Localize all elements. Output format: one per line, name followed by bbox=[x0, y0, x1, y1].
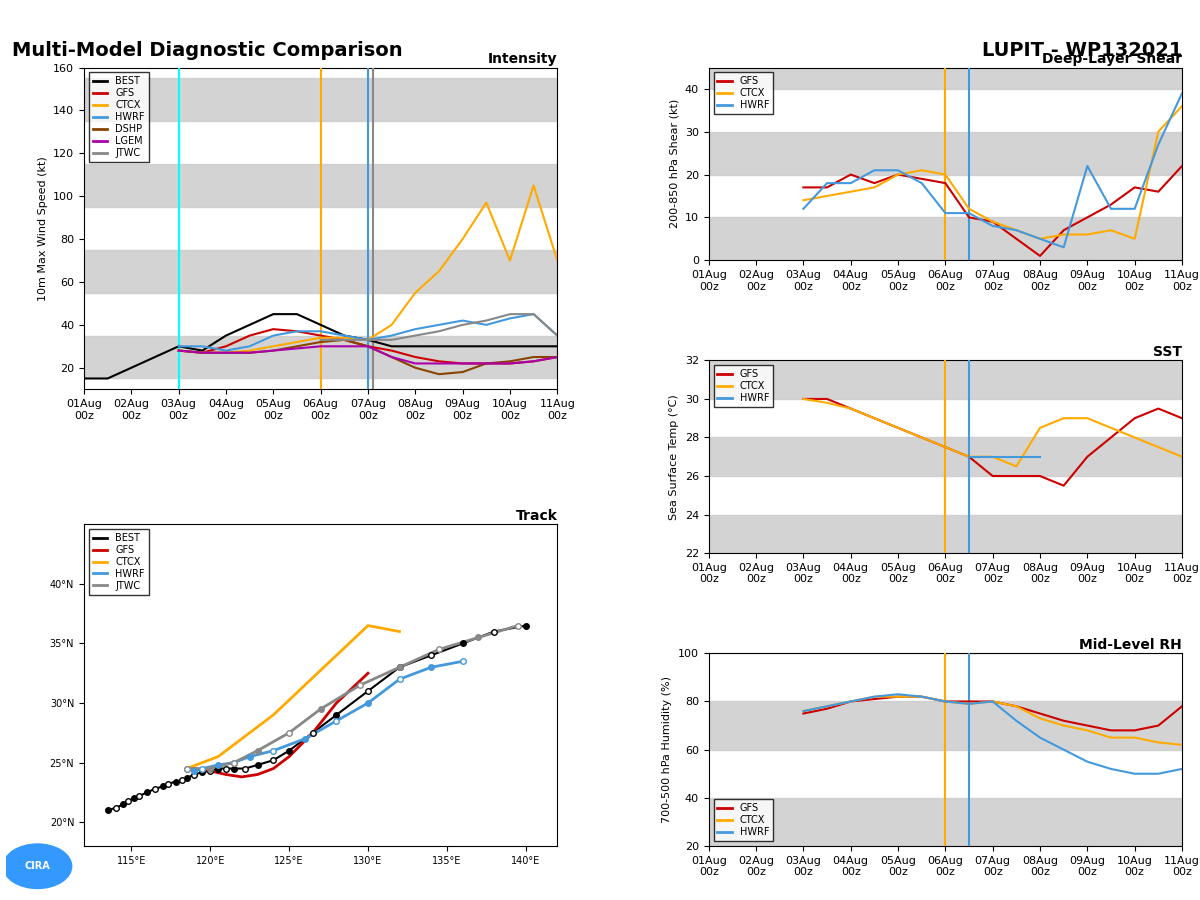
Text: Deep-Layer Shear: Deep-Layer Shear bbox=[1042, 52, 1182, 67]
Bar bbox=[709, 437, 1182, 476]
Text: Intensity: Intensity bbox=[487, 52, 557, 67]
Text: SST: SST bbox=[1153, 346, 1182, 359]
Text: LUPIT - WP132021: LUPIT - WP132021 bbox=[982, 40, 1182, 59]
Text: Track: Track bbox=[516, 509, 557, 523]
Bar bbox=[709, 131, 1182, 175]
Circle shape bbox=[4, 844, 72, 888]
Polygon shape bbox=[179, 596, 241, 619]
Polygon shape bbox=[336, 536, 541, 667]
Legend: BEST, GFS, CTCX, HWRF, DSHP, LGEM, JTWC: BEST, GFS, CTCX, HWRF, DSHP, LGEM, JTWC bbox=[89, 72, 149, 162]
Bar bbox=[84, 336, 557, 379]
Legend: BEST, GFS, CTCX, HWRF, JTWC: BEST, GFS, CTCX, HWRF, JTWC bbox=[89, 529, 149, 595]
Y-axis label: 10m Max Wind Speed (kt): 10m Max Wind Speed (kt) bbox=[37, 156, 48, 301]
Polygon shape bbox=[336, 644, 368, 667]
Bar bbox=[709, 797, 1182, 846]
Text: Mid-Level RH: Mid-Level RH bbox=[1079, 638, 1182, 652]
Text: CIRA: CIRA bbox=[25, 861, 50, 871]
Bar bbox=[84, 164, 557, 207]
Legend: GFS, CTCX, HWRF: GFS, CTCX, HWRF bbox=[714, 799, 773, 842]
Bar bbox=[84, 250, 557, 292]
Polygon shape bbox=[226, 680, 368, 798]
Polygon shape bbox=[336, 560, 557, 823]
Bar bbox=[709, 218, 1182, 260]
Polygon shape bbox=[84, 823, 557, 846]
Bar bbox=[709, 701, 1182, 750]
Legend: GFS, CTCX, HWRF: GFS, CTCX, HWRF bbox=[714, 365, 773, 407]
Bar bbox=[709, 515, 1182, 554]
Polygon shape bbox=[163, 727, 241, 798]
Bar bbox=[709, 360, 1182, 399]
Y-axis label: Sea Surface Temp (°C): Sea Surface Temp (°C) bbox=[670, 394, 679, 519]
Bar bbox=[84, 78, 557, 122]
Polygon shape bbox=[368, 584, 557, 846]
Y-axis label: 700-500 hPa Humidity (%): 700-500 hPa Humidity (%) bbox=[662, 676, 672, 824]
Text: Multi-Model Diagnostic Comparison: Multi-Model Diagnostic Comparison bbox=[12, 40, 403, 59]
Y-axis label: 200-850 hPa Shear (kt): 200-850 hPa Shear (kt) bbox=[670, 99, 679, 229]
Bar bbox=[709, 68, 1182, 89]
Legend: GFS, CTCX, HWRF: GFS, CTCX, HWRF bbox=[714, 72, 773, 114]
